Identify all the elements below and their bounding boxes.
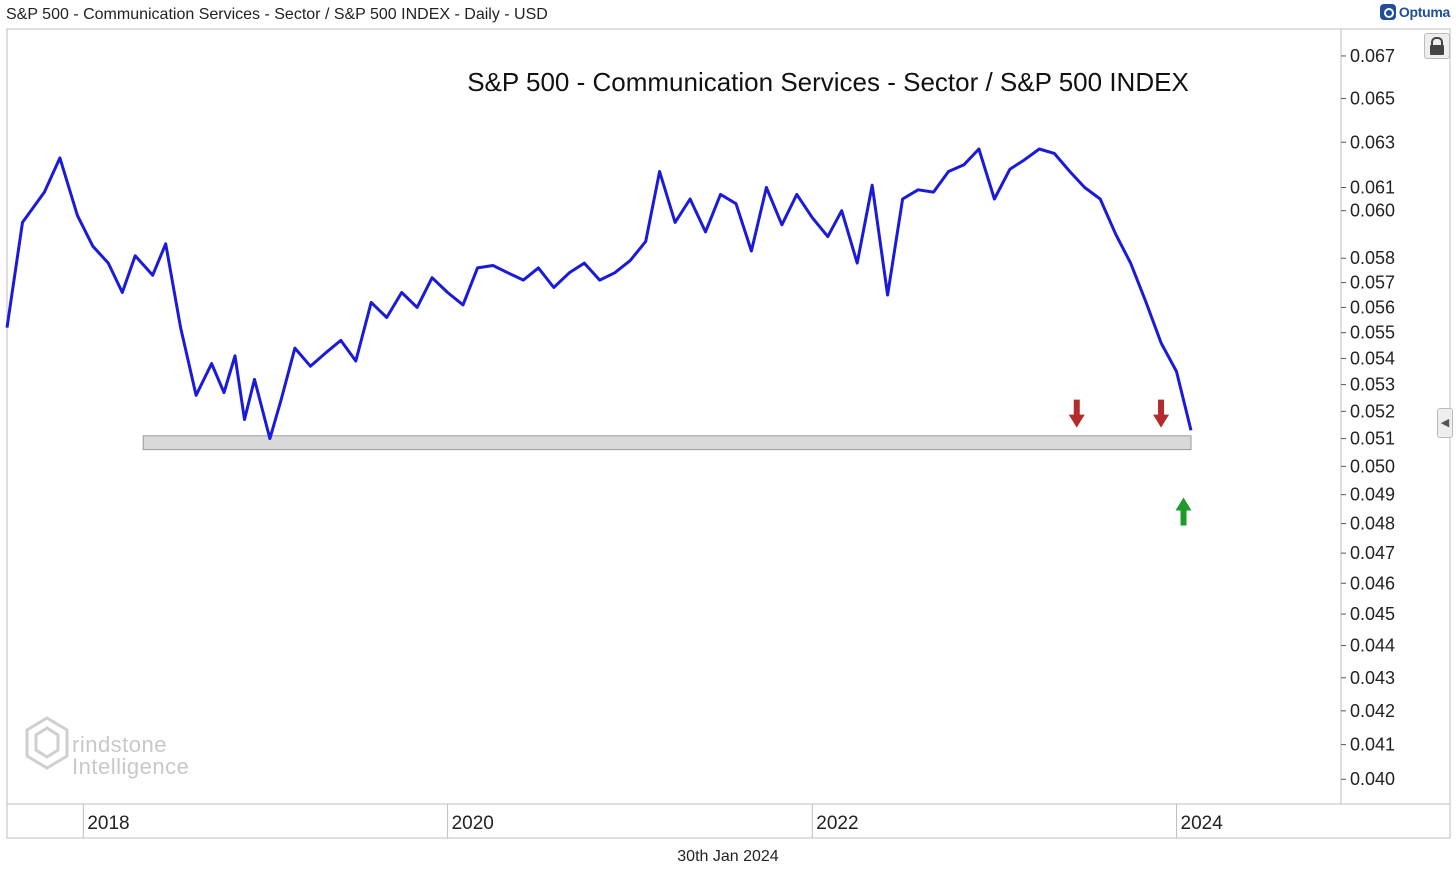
- y-tick-label: 0.047: [1350, 543, 1395, 563]
- chart-header-title: S&P 500 - Communication Services - Secto…: [6, 6, 548, 23]
- y-tick-label: 0.060: [1350, 201, 1395, 221]
- y-tick-label: 0.042: [1350, 701, 1395, 721]
- y-tick-label: 0.040: [1350, 769, 1395, 789]
- down-arrow-1: [1068, 399, 1085, 428]
- y-tick-label: 0.052: [1350, 401, 1395, 421]
- series-layer: [5, 147, 1193, 441]
- y-axis: 0.067 0.065 0.063 0.061 0.060 0.058 0.057 0.056…: [1341, 46, 1395, 789]
- x-axis: 2018 2020 2022 2024: [82, 804, 1224, 838]
- y-tick-label: 0.057: [1350, 273, 1395, 293]
- support-band-layer: [142, 435, 1192, 451]
- x-tick-label: 2018: [87, 813, 129, 834]
- x-tick-label: 2022: [816, 813, 858, 834]
- y-tick-label: 0.049: [1350, 485, 1395, 505]
- chevron-left-icon[interactable]: ◀: [1437, 408, 1453, 438]
- y-tick-label: 0.055: [1350, 323, 1395, 343]
- y-tick-label: 0.044: [1350, 636, 1395, 656]
- series-line-0: [5, 147, 1193, 441]
- x-tick-label: 2024: [1181, 813, 1224, 834]
- down-arrow-2: [1153, 399, 1170, 428]
- lock-icon[interactable]: [1424, 33, 1450, 59]
- y-tick-label: 0.063: [1350, 132, 1395, 152]
- y-tick-label: 0.053: [1350, 375, 1395, 395]
- optuma-logo-icon: [1379, 4, 1396, 20]
- brand-name: Optuma: [1398, 4, 1450, 20]
- down-arrow-2-shaft: [1158, 399, 1165, 417]
- up-arrow: [1175, 497, 1192, 526]
- y-tick-label: 0.041: [1350, 735, 1395, 755]
- up-arrow-shaft: [1180, 508, 1187, 526]
- chart-title: S&P 500 - Communication Services - Secto…: [467, 67, 1189, 97]
- plot-frame: [6, 28, 1342, 805]
- y-tick-label: 0.048: [1350, 514, 1395, 534]
- down-arrow-1-head: [1068, 414, 1085, 428]
- down-arrow-2-head: [1153, 414, 1170, 428]
- grindstone-logo-icon: [25, 716, 69, 770]
- watermark-line-1: rindstone: [72, 732, 168, 757]
- y-tick-label: 0.050: [1350, 456, 1395, 476]
- y-tick-label: 0.061: [1350, 178, 1395, 198]
- y-tick-label: 0.056: [1350, 297, 1395, 317]
- y-tick-label: 0.054: [1350, 348, 1395, 368]
- support-band: [142, 435, 1192, 451]
- y-tick-label: 0.067: [1350, 46, 1395, 66]
- y-tick-label: 0.065: [1350, 88, 1395, 108]
- arrow-layer: [1068, 399, 1192, 526]
- up-arrow-head: [1175, 497, 1192, 511]
- down-arrow-1-shaft: [1073, 399, 1080, 417]
- brand: Optuma: [1379, 4, 1450, 20]
- watermark: rindstone Intelligence: [24, 716, 224, 786]
- y-tick-label: 0.043: [1350, 668, 1395, 688]
- y-tick-label: 0.046: [1350, 573, 1395, 593]
- x-axis-frame: [6, 803, 1451, 839]
- x-tick-label: 2020: [452, 813, 494, 834]
- y-tick-label: 0.051: [1350, 429, 1395, 449]
- y-tick-label: 0.045: [1350, 604, 1395, 624]
- watermark-line-2: Intelligence: [72, 754, 190, 779]
- date-footer: 30th Jan 2024: [677, 848, 779, 865]
- y-tick-label: 0.058: [1350, 248, 1395, 268]
